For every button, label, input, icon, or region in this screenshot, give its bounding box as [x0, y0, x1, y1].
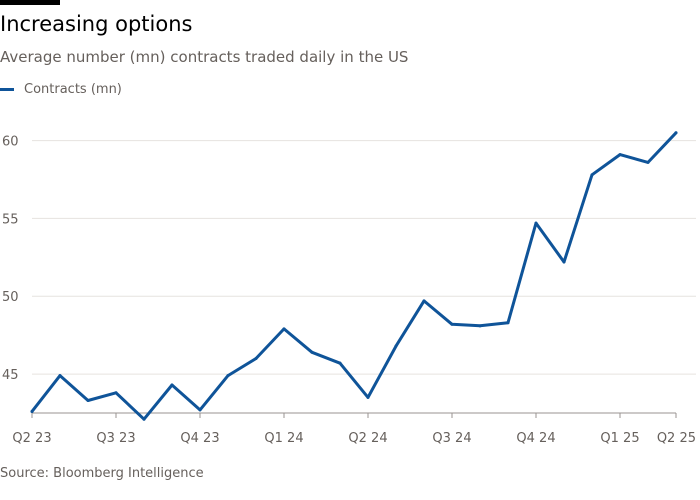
data-point: [674, 131, 678, 135]
legend-line-swatch: [0, 87, 14, 91]
data-point: [534, 221, 538, 225]
y-tick-label: 55: [2, 212, 19, 227]
data-point: [562, 260, 566, 264]
data-point: [114, 391, 118, 395]
data-point: [450, 322, 454, 326]
y-tick-label: 45: [2, 368, 19, 383]
data-point: [478, 324, 482, 328]
x-tick-label: Q4 24: [516, 431, 555, 446]
data-point: [142, 417, 146, 421]
x-tick-label: Q3 23: [96, 431, 135, 446]
x-tick-label: Q1 24: [264, 431, 303, 446]
data-point: [226, 374, 230, 378]
data-point: [282, 327, 286, 331]
data-point: [646, 160, 650, 164]
x-tick-label: Q2 23: [12, 431, 51, 446]
data-point: [86, 399, 90, 403]
chart-subtitle: Average number (mn) contracts traded dai…: [0, 48, 409, 66]
data-point: [506, 321, 510, 325]
data-point: [338, 361, 342, 365]
x-tick-label: Q1 25: [600, 431, 639, 446]
x-tick-label: Q3 24: [432, 431, 471, 446]
data-point: [198, 408, 202, 412]
brand-bar: [0, 0, 60, 5]
data-point: [422, 299, 426, 303]
data-point: [170, 383, 174, 387]
x-tick-label: Q2 25: [657, 431, 696, 446]
source-note: Source: Bloomberg Intelligence: [0, 466, 204, 481]
legend-label: Contracts (mn): [24, 81, 122, 97]
legend: Contracts (mn): [0, 80, 122, 98]
chart-title: Increasing options: [0, 12, 193, 36]
x-tick-label: Q4 23: [180, 431, 219, 446]
data-point: [58, 374, 62, 378]
y-tick-label: 50: [2, 290, 19, 305]
data-point: [366, 395, 370, 399]
data-point: [618, 153, 622, 157]
y-tick-label: 60: [2, 135, 19, 150]
data-point: [30, 409, 34, 413]
series-line-contracts: [30, 131, 678, 421]
data-point: [394, 344, 398, 348]
data-point: [254, 357, 258, 361]
data-point: [310, 350, 314, 354]
data-point: [590, 173, 594, 177]
x-tick-label: Q2 24: [348, 431, 387, 446]
